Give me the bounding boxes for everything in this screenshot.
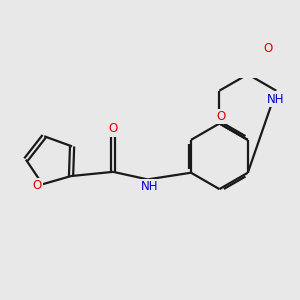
Text: O: O [217, 110, 226, 123]
Text: O: O [264, 42, 273, 55]
Text: NH: NH [267, 93, 284, 106]
Text: O: O [32, 179, 42, 192]
Text: NH: NH [141, 181, 159, 194]
Text: O: O [109, 122, 118, 135]
